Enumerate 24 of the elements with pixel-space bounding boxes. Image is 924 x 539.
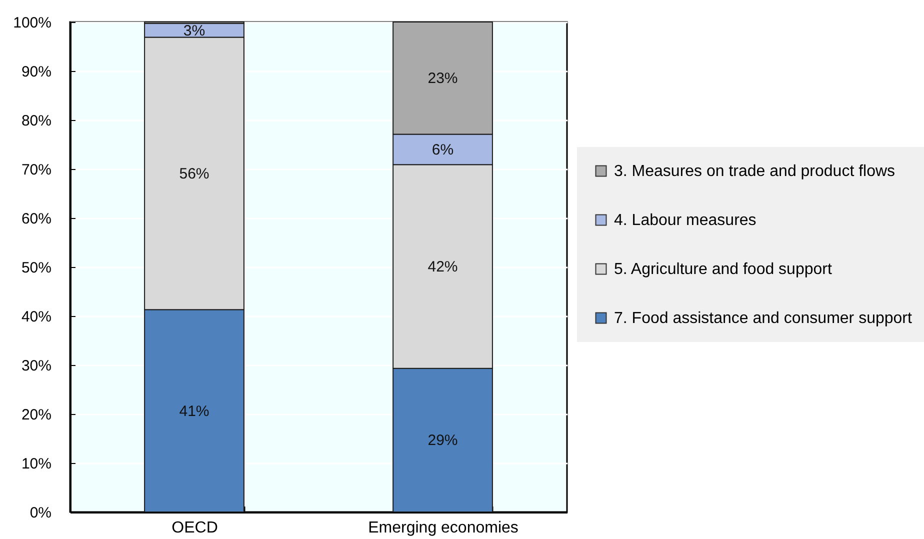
y-tick-label: 50%	[21, 260, 52, 276]
y-tick-label: 40%	[21, 308, 52, 326]
x-tick-label: Emerging economies	[368, 520, 518, 536]
data-label: 41%	[179, 402, 210, 420]
legend-label: 5. Agriculture and food support	[614, 261, 832, 278]
x-tick-label: OECD	[172, 520, 218, 536]
legend-label: 7. Food assistance and consumer support	[614, 310, 912, 327]
y-tick-label: 0%	[30, 504, 52, 522]
legend-label: 3. Measures on trade and product flows	[614, 163, 896, 180]
y-tick-label: 30%	[21, 358, 52, 374]
y-tick-label: 70%	[21, 162, 52, 178]
data-label: 42%	[428, 258, 458, 276]
y-tick-label: 80%	[21, 112, 52, 130]
y-tick-label: 90%	[21, 64, 52, 80]
data-label: 29%	[428, 432, 458, 450]
legend-label: 4. Labour measures	[614, 212, 756, 229]
y-tick-label: 10%	[21, 456, 52, 472]
data-label: 56%	[179, 165, 210, 182]
y-tick-label: 100%	[13, 14, 52, 32]
y-tick-label: 20%	[21, 406, 52, 424]
data-label: 23%	[428, 70, 458, 88]
data-label: 3%	[183, 22, 206, 40]
y-tick-label: 60%	[21, 210, 52, 228]
data-label: 6%	[432, 141, 454, 158]
